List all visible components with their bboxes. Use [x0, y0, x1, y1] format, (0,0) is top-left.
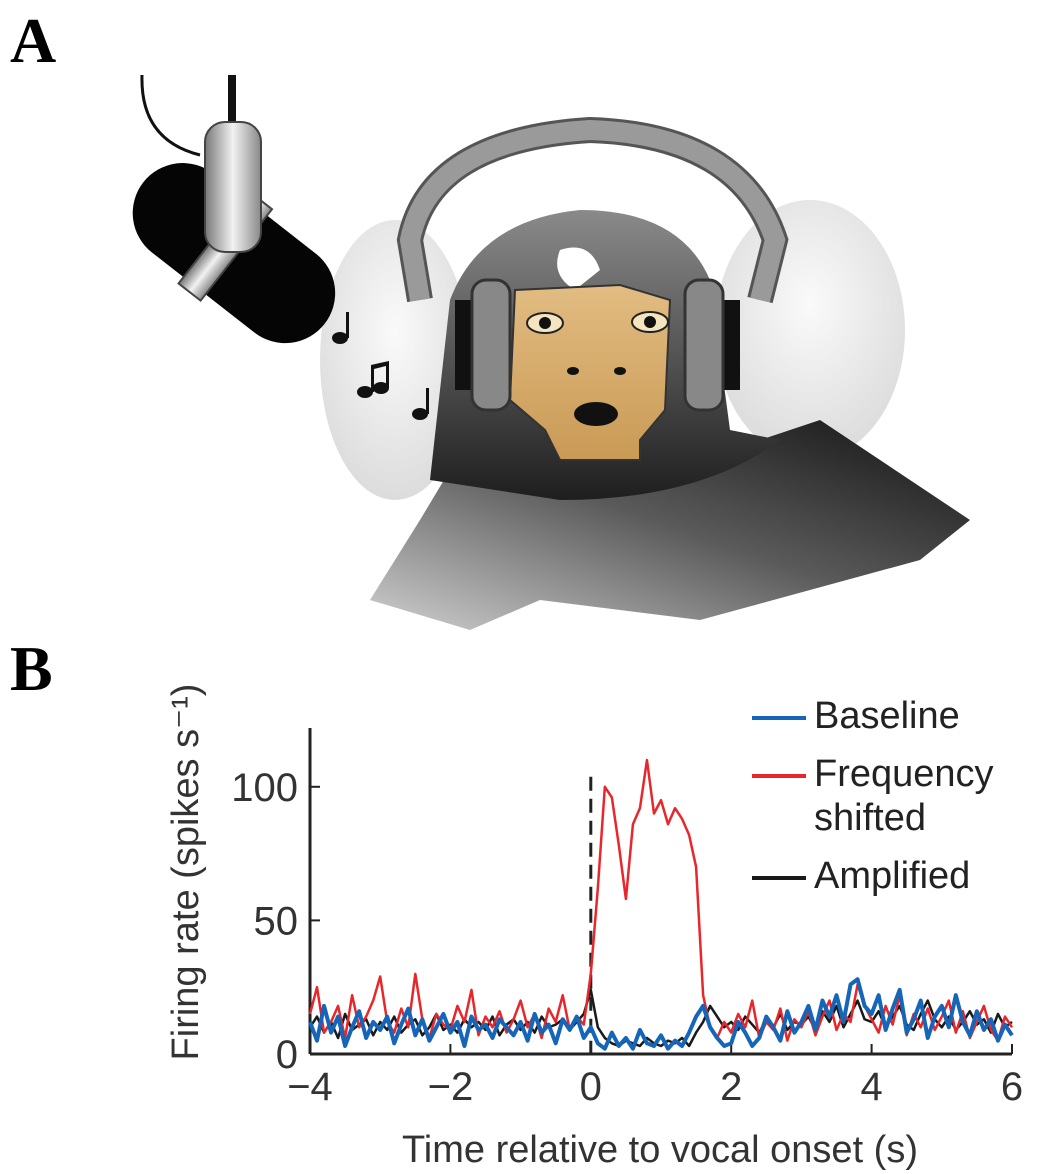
- earcup: [472, 280, 510, 410]
- x-tick-label: 0: [580, 1065, 602, 1109]
- x-tick-label: 2: [720, 1065, 742, 1109]
- legend-swatch: [752, 716, 806, 720]
- figure: A B Firing rate (spike: [0, 0, 1047, 1174]
- x-tick-label: −4: [287, 1065, 333, 1109]
- x-tick-label: −2: [428, 1065, 474, 1109]
- mouth: [574, 402, 618, 426]
- y-tick-label: 50: [254, 899, 299, 943]
- nostril: [614, 367, 626, 375]
- legend-item: Frequency shifted: [752, 752, 1042, 840]
- mic-stand: [228, 75, 236, 125]
- panel-label: A: [10, 5, 56, 76]
- legend: Baseline Frequency shifted Amplified: [752, 694, 1042, 912]
- legend-label: Amplified: [814, 854, 1034, 898]
- legend-item: Amplified: [752, 854, 1042, 898]
- cable: [142, 75, 200, 155]
- legend-label: Baseline: [814, 694, 1034, 738]
- legend-swatch: [752, 876, 806, 880]
- legend-item: Baseline: [752, 694, 1042, 738]
- earcup: [685, 280, 723, 410]
- figure-canvas: A B Firing rate (spike: [0, 0, 1047, 1174]
- nostril: [567, 367, 579, 375]
- x-axis-label: Time relative to vocal onset (s): [402, 1129, 918, 1171]
- pupil: [539, 317, 551, 329]
- panel-label: B: [10, 633, 53, 704]
- x-tick-label: 4: [860, 1065, 882, 1109]
- x-tick-label: 6: [1001, 1065, 1023, 1109]
- y-tick-label: 100: [231, 766, 298, 810]
- mic-holder: [205, 122, 261, 252]
- note: [346, 312, 349, 338]
- earcup: [455, 300, 473, 390]
- note: [426, 388, 429, 414]
- note: [357, 386, 373, 398]
- y-axis-label: Firing rate (spikes s⁻¹): [165, 684, 207, 1061]
- earcup: [722, 300, 740, 390]
- illustration: [108, 75, 970, 630]
- legend-label: Frequency shifted: [814, 752, 1034, 840]
- pupil: [644, 316, 656, 328]
- note: [332, 332, 348, 344]
- series-line: [310, 979, 1012, 1048]
- legend-swatch: [752, 774, 806, 778]
- note: [412, 408, 428, 420]
- fur: [715, 200, 905, 460]
